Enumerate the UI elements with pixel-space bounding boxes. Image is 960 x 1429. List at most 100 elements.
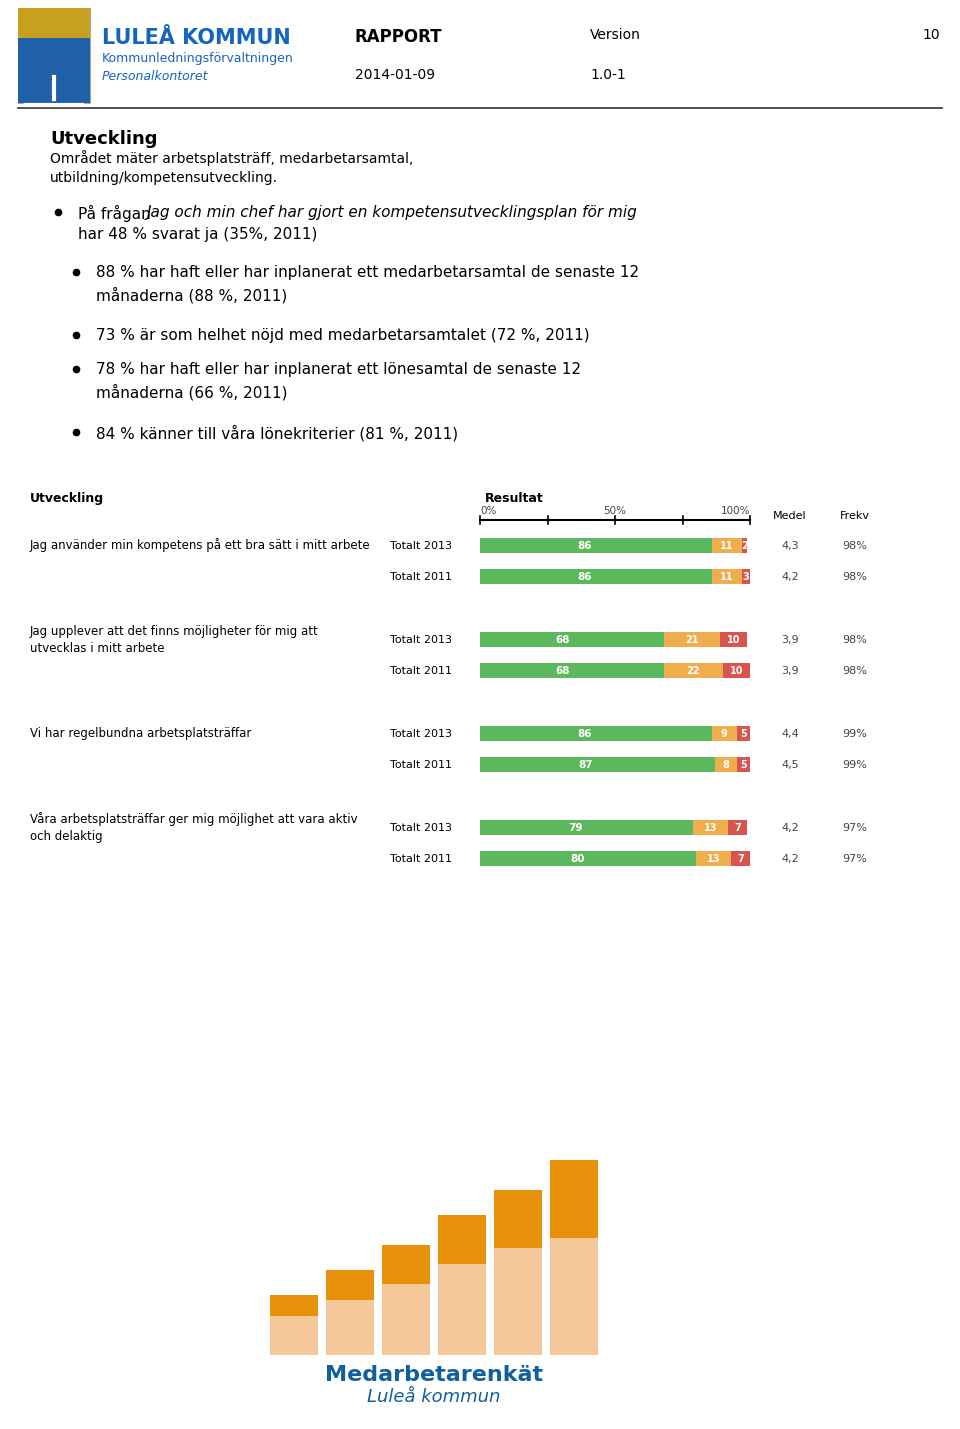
Text: Utveckling: Utveckling: [30, 492, 104, 504]
Text: Version: Version: [590, 29, 641, 41]
Text: Området mäter arbetsplatsträff, medarbetarsamtal,
utbildning/kompetensutveckling: Området mäter arbetsplatsträff, medarbet…: [50, 150, 414, 186]
Bar: [480, 663, 663, 677]
Bar: [736, 757, 750, 772]
Bar: [480, 537, 712, 553]
Bar: [736, 726, 750, 742]
Text: Luleå kommun: Luleå kommun: [368, 1388, 501, 1406]
Bar: [742, 537, 747, 553]
Text: 98%: 98%: [843, 540, 868, 550]
Text: 0%: 0%: [480, 506, 496, 516]
Text: 78 % har haft eller har inplanerat ett lönesamtal de senaste 12
månaderna (66 %,: 78 % har haft eller har inplanerat ett l…: [96, 362, 581, 400]
Bar: [326, 1300, 374, 1355]
Text: RAPPORT: RAPPORT: [355, 29, 443, 46]
Text: 86: 86: [577, 540, 591, 550]
Text: 21: 21: [685, 634, 699, 644]
Bar: [480, 569, 712, 584]
Text: Personalkontoret: Personalkontoret: [102, 70, 208, 83]
Text: 9: 9: [721, 729, 728, 739]
Bar: [712, 726, 736, 742]
Bar: [382, 1283, 430, 1355]
Text: 7: 7: [737, 853, 744, 863]
Text: 1.0-1: 1.0-1: [590, 69, 626, 81]
Text: 68: 68: [556, 634, 570, 644]
Text: 98%: 98%: [843, 572, 868, 582]
Bar: [742, 569, 750, 584]
Bar: [723, 663, 750, 677]
Text: 22: 22: [686, 666, 700, 676]
Text: Jag upplever att det finns möjligheter för mig att
utvecklas i mitt arbete: Jag upplever att det finns möjligheter f…: [30, 624, 319, 654]
Text: 98%: 98%: [843, 666, 868, 676]
Bar: [382, 1245, 430, 1283]
Text: Totalt 2013: Totalt 2013: [390, 823, 452, 833]
Bar: [696, 852, 732, 866]
Text: 4,2: 4,2: [781, 823, 799, 833]
Text: 2014-01-09: 2014-01-09: [355, 69, 435, 81]
Text: 87: 87: [578, 759, 593, 769]
Text: 3,9: 3,9: [781, 666, 799, 676]
Bar: [715, 757, 736, 772]
Bar: [550, 1238, 598, 1355]
Text: Totalt 2013: Totalt 2013: [390, 729, 452, 739]
Text: 4,4: 4,4: [781, 729, 799, 739]
Text: 10: 10: [923, 29, 940, 41]
Bar: [480, 852, 696, 866]
Bar: [712, 537, 742, 553]
Text: Våra arbetsplatsträffar ger mig möjlighet att vara aktiv
och delaktig: Våra arbetsplatsträffar ger mig möjlighe…: [30, 812, 358, 843]
Bar: [18, 9, 90, 39]
Bar: [494, 1190, 542, 1248]
Text: 3,9: 3,9: [781, 634, 799, 644]
Bar: [663, 632, 720, 647]
Text: 8: 8: [722, 759, 730, 769]
Text: På frågan: På frågan: [78, 204, 156, 221]
Text: 2: 2: [741, 540, 748, 550]
Text: 10: 10: [727, 634, 740, 644]
Text: 73 % är som helhet nöjd med medarbetarsamtalet (72 %, 2011): 73 % är som helhet nöjd med medarbetarsa…: [96, 329, 589, 343]
Text: 97%: 97%: [843, 823, 868, 833]
Bar: [732, 852, 750, 866]
Text: Kommunledningsförvaltningen: Kommunledningsförvaltningen: [102, 51, 294, 64]
Text: Totalt 2011: Totalt 2011: [390, 759, 452, 769]
Text: 13: 13: [704, 823, 717, 833]
Text: Utveckling: Utveckling: [50, 130, 157, 149]
Text: 99%: 99%: [843, 759, 868, 769]
Text: 5: 5: [740, 729, 747, 739]
Text: 100%: 100%: [721, 506, 750, 516]
Text: 4,5: 4,5: [781, 759, 799, 769]
Text: Medel: Medel: [773, 512, 806, 522]
Text: 3: 3: [743, 572, 750, 582]
Bar: [438, 1265, 486, 1355]
Text: 84 % känner till våra lönekriterier (81 %, 2011): 84 % känner till våra lönekriterier (81 …: [96, 424, 458, 442]
Text: 86: 86: [577, 572, 591, 582]
Text: 5: 5: [740, 759, 747, 769]
Text: 79: 79: [568, 823, 584, 833]
Text: 98%: 98%: [843, 634, 868, 644]
Bar: [663, 663, 723, 677]
Bar: [494, 1248, 542, 1355]
Text: 88 % har haft eller har inplanerat ett medarbetarsamtal de senaste 12
månaderna : 88 % har haft eller har inplanerat ett m…: [96, 264, 639, 303]
Text: Totalt 2011: Totalt 2011: [390, 853, 452, 863]
Bar: [712, 569, 742, 584]
Text: 80: 80: [570, 853, 585, 863]
Bar: [693, 820, 729, 835]
Bar: [480, 632, 663, 647]
Bar: [729, 820, 747, 835]
Bar: [270, 1295, 318, 1316]
Bar: [18, 9, 90, 103]
Text: 4,2: 4,2: [781, 853, 799, 863]
Bar: [18, 39, 90, 103]
Bar: [326, 1270, 374, 1300]
Text: 68: 68: [556, 666, 570, 676]
Bar: [438, 1215, 486, 1265]
Text: Jag och min chef har gjort en kompetensutvecklingsplan för mig: Jag och min chef har gjort en kompetensu…: [146, 204, 636, 220]
Text: har 48 % svarat ja (35%, 2011): har 48 % svarat ja (35%, 2011): [78, 227, 318, 242]
Bar: [480, 726, 712, 742]
Text: Medarbetarenkät: Medarbetarenkät: [324, 1365, 543, 1385]
Bar: [480, 757, 715, 772]
Text: 97%: 97%: [843, 853, 868, 863]
Bar: [720, 632, 747, 647]
Bar: [480, 820, 693, 835]
Text: 7: 7: [734, 823, 741, 833]
Text: Totalt 2013: Totalt 2013: [390, 540, 452, 550]
Bar: [270, 1316, 318, 1355]
Text: Totalt 2013: Totalt 2013: [390, 634, 452, 644]
